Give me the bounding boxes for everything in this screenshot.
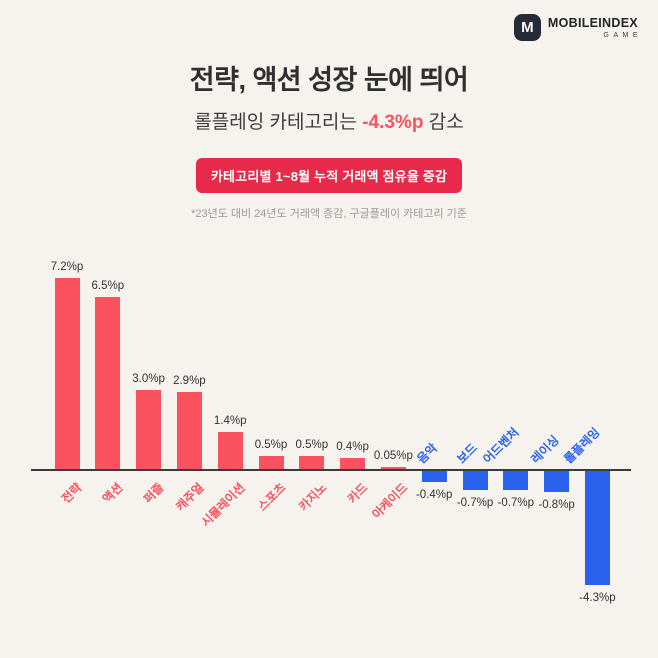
bar xyxy=(299,455,325,469)
subtitle-suffix: 감소 xyxy=(423,112,464,133)
bar xyxy=(340,458,366,469)
category-label: 전략 xyxy=(58,480,85,506)
category-label: 시뮬레이션 xyxy=(198,480,248,530)
logo-game-label: GAME xyxy=(603,32,642,39)
subtitle-prefix: 롤플레잉 카테고리는 xyxy=(194,112,363,133)
bar-value-label: -0.8%p xyxy=(538,499,575,512)
page-title: 전략, 액션 성장 눈에 띄어 xyxy=(189,65,469,95)
bar xyxy=(54,278,80,469)
category-label: 스포츠 xyxy=(254,480,289,514)
category-label: 카드 xyxy=(344,480,370,506)
axis-line xyxy=(31,469,631,471)
bar-value-label: 0.5%p xyxy=(254,438,288,451)
category-label: 롤플레잉 xyxy=(561,425,603,467)
category-label: 카지노 xyxy=(295,480,330,514)
category-label: 퍼즐 xyxy=(140,480,166,506)
category-badge: 카테고리별 1~8월 누적 거래액 점유율 증감 xyxy=(195,158,463,193)
category-label: 캐주얼 xyxy=(173,480,207,514)
bar xyxy=(258,455,284,469)
bar-value-label: 0.5%p xyxy=(295,438,329,451)
bar-chart: 7.2%p 전략 6.5%p 액션 3.0%p 퍼즐 2.9%p 캐주얼 1.4%p 시뮬레이션 0… xyxy=(19,235,639,655)
mobileindex-logo: M MOBILEINDEX GAME xyxy=(513,14,638,41)
bar-value-label: 0.05%p xyxy=(373,450,413,462)
page-subtitle: 롤플레잉 카테고리는 -4.3%p 감소 xyxy=(0,107,658,134)
bar xyxy=(136,389,162,469)
bar-value-label: -0.7%p xyxy=(456,496,494,509)
bar xyxy=(176,392,202,469)
bar xyxy=(380,467,406,469)
category-label: 액션 xyxy=(99,480,126,506)
category-label: 레이싱 xyxy=(528,432,562,467)
subtitle-highlight: -4.3%p xyxy=(362,112,424,133)
bar xyxy=(421,471,447,482)
bar-value-label: 7.2%p xyxy=(50,261,84,274)
bar-value-label: 3.0%p xyxy=(132,372,165,385)
logo-name: MOBILEINDEX xyxy=(547,16,638,30)
bar xyxy=(584,471,610,585)
bar xyxy=(217,431,243,469)
bar-value-label: 2.9%p xyxy=(173,375,206,388)
bar-value-label: 6.5%p xyxy=(91,279,125,292)
bar-value-label: -4.3%p xyxy=(579,591,616,604)
bar-value-label: -0.4%p xyxy=(415,488,453,501)
logo-m-icon: M xyxy=(513,14,541,41)
bar xyxy=(503,471,529,490)
bar xyxy=(462,471,488,490)
bar xyxy=(544,471,570,493)
bar-value-label: 1.4%p xyxy=(213,414,247,427)
category-label: 보드 xyxy=(454,440,481,467)
logo-text: MOBILEINDEX GAME xyxy=(548,16,638,39)
category-label: 음악 xyxy=(414,440,440,467)
bar-value-label: -0.7%p xyxy=(497,496,535,509)
bar xyxy=(95,296,121,469)
bar-value-label: 0.4%p xyxy=(336,441,369,454)
category-label: 아케이드 xyxy=(369,480,411,522)
chart-note: *23년도 대비 24년도 거래액 증감, 구글플레이 카테고리 기준 xyxy=(191,208,467,220)
category-label: 어드벤처 xyxy=(480,425,522,467)
